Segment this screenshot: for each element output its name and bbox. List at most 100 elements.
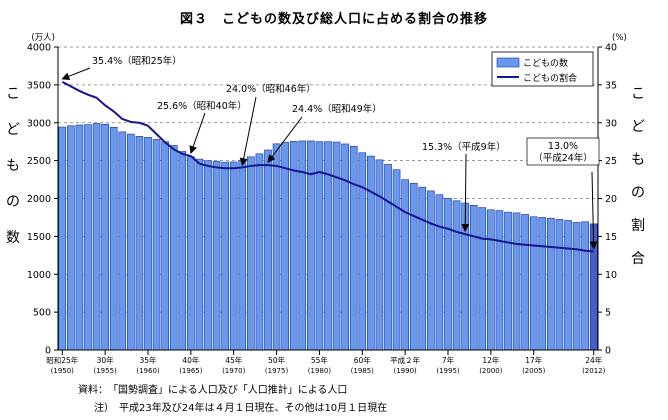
bar	[187, 156, 195, 351]
x-tick-label: 60年	[354, 355, 372, 365]
bar	[101, 123, 109, 351]
y-axis-title-right-char: も	[631, 152, 645, 168]
bar	[547, 217, 555, 351]
bar	[212, 161, 221, 351]
x-tick-sublabel: (2005)	[522, 367, 546, 375]
x-tick-sublabel: (1970)	[222, 367, 246, 375]
bar	[178, 151, 187, 351]
bar	[152, 139, 161, 351]
y-unit-right: (%)	[612, 33, 627, 43]
legend-box	[491, 51, 594, 87]
x-tick-sublabel: (1995)	[436, 367, 460, 375]
bar	[109, 126, 118, 351]
y-tick-label-right: 30	[605, 118, 617, 129]
bar	[75, 124, 84, 351]
x-tick-sublabel: (2012)	[582, 367, 606, 375]
bar	[495, 210, 504, 351]
x-tick-label: 昭和25年	[46, 355, 79, 365]
bar	[204, 160, 212, 351]
annotation-label: 25.6%（昭和40年）	[157, 100, 247, 112]
annotation-arrow	[461, 153, 470, 233]
annotation-arrow	[267, 116, 303, 163]
bar	[229, 161, 238, 351]
bar	[555, 219, 564, 351]
x-tick-sublabel: (1980)	[308, 367, 332, 375]
bar	[469, 205, 478, 351]
bar	[264, 149, 272, 351]
y-axis-title-right-char: ど	[631, 119, 645, 135]
y-tick-label-left: 3000	[27, 118, 51, 129]
bar	[281, 142, 289, 351]
annotation-arrow	[239, 96, 257, 167]
bar	[289, 141, 298, 351]
x-tick-sublabel: (1950)	[51, 367, 75, 375]
bar	[504, 211, 512, 351]
bar	[444, 198, 452, 351]
annotation-label: 13.0%（平成24年）	[533, 141, 593, 164]
chart-title: 図３ こどもの数及び総人口に占める割合の推移	[179, 12, 488, 27]
x-tick-label: 40年	[182, 355, 200, 365]
source-note: 資料： 「国勢調査」による人口及び「人口推計」による人口	[78, 385, 348, 396]
bar	[247, 156, 255, 351]
bar	[238, 159, 247, 351]
y-axis-title-left-char: こ	[6, 86, 20, 102]
y-axis-title-right-char: 割	[631, 217, 645, 234]
x-tick-label: 45年	[225, 355, 243, 365]
y-tick-label-right: 15	[605, 232, 617, 243]
y-tick-label-left: 500	[33, 308, 51, 319]
bar	[92, 123, 101, 351]
legend-bar-swatch	[496, 57, 520, 68]
x-tick-sublabel: (2000)	[479, 367, 503, 375]
bar	[341, 143, 349, 351]
y-tick-label-right: 20	[605, 194, 617, 205]
bar	[401, 179, 409, 351]
bar	[358, 152, 367, 351]
x-tick-sublabel: (1965)	[179, 367, 203, 375]
y-axis-title-left-char: の	[6, 194, 20, 210]
line-series	[61, 80, 594, 253]
bar	[452, 200, 461, 351]
bar	[435, 194, 444, 351]
bar	[478, 207, 487, 351]
y-tick-label-right: 5	[605, 308, 611, 319]
annotation-label: 15.3%（平成9年）	[422, 141, 506, 153]
y-tick-label-left: 0	[45, 346, 51, 357]
x-tick-label: 17年	[525, 355, 543, 365]
bar	[409, 183, 418, 351]
bar	[512, 212, 521, 351]
annotation-label: 24.0%（昭和46年）	[226, 83, 316, 95]
bar	[307, 140, 315, 351]
bar	[67, 125, 75, 351]
y-tick-label-left: 2500	[27, 156, 51, 167]
x-tick-label: 7年	[442, 355, 455, 365]
bar	[221, 161, 229, 351]
bar	[58, 126, 67, 351]
bar	[135, 136, 144, 351]
annotation-label: 24.4%（昭和49年）	[292, 103, 382, 115]
y-axis-title-right-char: の	[631, 185, 645, 201]
x-tick-sublabel: (1985)	[351, 367, 375, 375]
x-tick-label: 30年	[97, 355, 115, 365]
footnote: 注） 平成23年及び24年は４月１日現在、その他は10月１日現在	[94, 403, 388, 414]
y-tick-label-left: 3500	[27, 80, 51, 91]
bar	[127, 133, 135, 351]
annotation-label: 35.4%（昭和25年）	[92, 55, 182, 67]
legend-bar-label: こどもの数	[523, 57, 568, 69]
x-tick-label: 50年	[268, 355, 286, 365]
y-tick-label-right: 35	[605, 80, 617, 91]
y-unit-left: (万人)	[31, 33, 55, 43]
y-axis-title-left-char: も	[6, 158, 20, 174]
bar	[272, 143, 281, 351]
bar	[487, 209, 495, 351]
legend-line-label: こどもの割合	[523, 72, 577, 84]
bar	[349, 145, 358, 351]
x-tick-label: 平成２年	[390, 355, 420, 365]
x-tick-sublabel: (1975)	[265, 367, 289, 375]
bar	[375, 159, 384, 351]
y-tick-label-right: 25	[605, 156, 617, 167]
y-axis-title-right-char: こ	[631, 86, 645, 102]
y-tick-label-right: 40	[605, 43, 617, 54]
bar	[169, 145, 178, 351]
bar	[195, 158, 204, 351]
